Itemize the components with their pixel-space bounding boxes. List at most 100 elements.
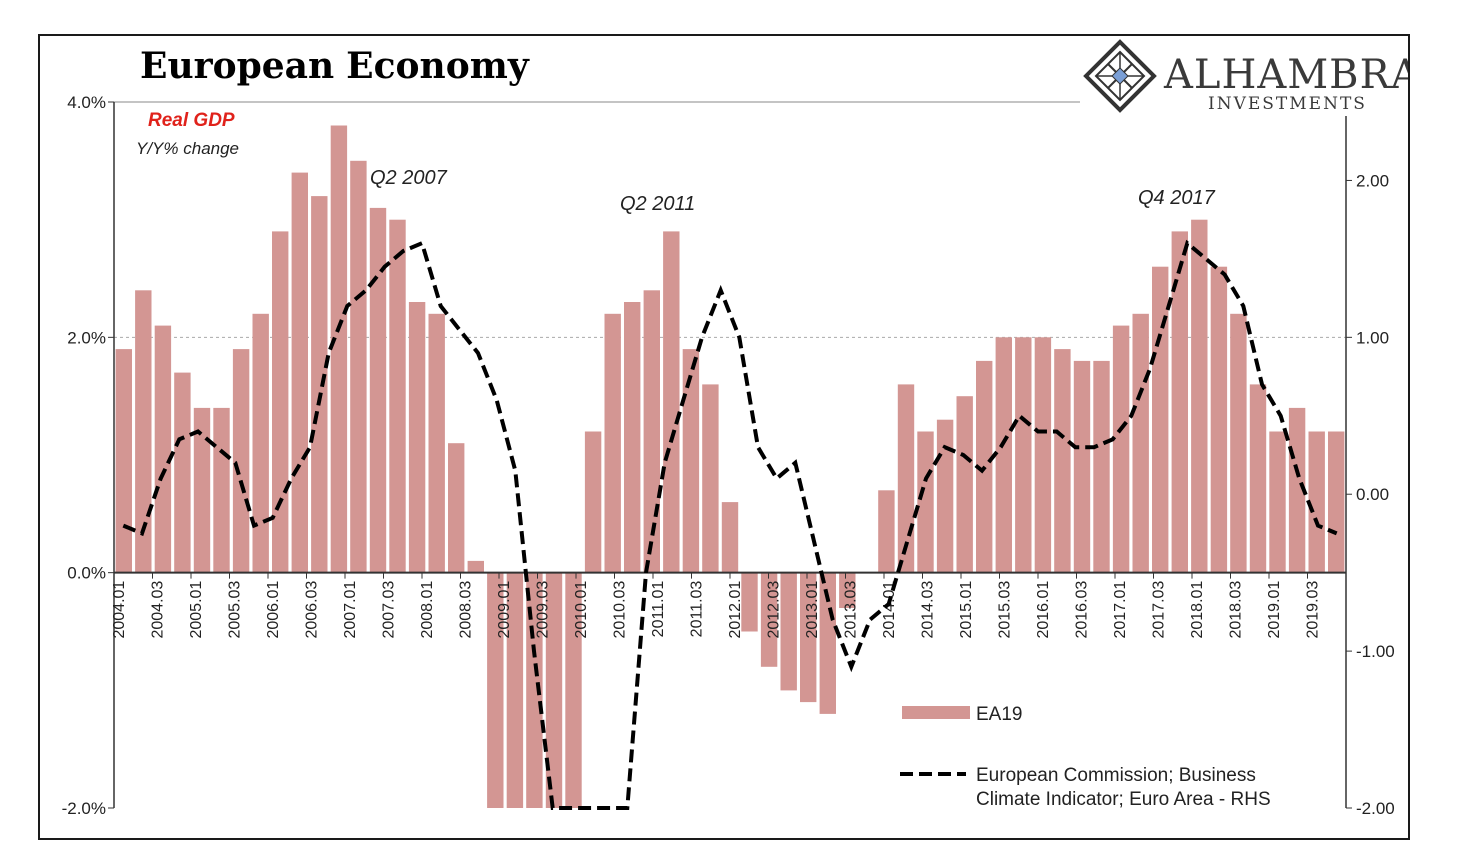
x-tick-label: 2014.03	[920, 581, 937, 639]
bar-ea19	[780, 572, 797, 691]
bar-ea19	[1191, 219, 1208, 573]
x-tick-label: 2008.03	[458, 581, 475, 639]
subtitle-line-1: Real GDP	[148, 110, 235, 131]
bar-ea19	[604, 313, 621, 573]
diamond-lattice-icon	[1083, 39, 1157, 113]
bar-ea19	[1269, 431, 1286, 573]
left-axis-ticks: -2.0% 0.0% 2.0% 4.0%	[62, 93, 114, 818]
chart-frame: European Economy ALHAMBRA INVESTMENTS Re…	[38, 34, 1410, 840]
x-tick-label: 2012.01	[727, 581, 744, 639]
bar-ea19	[1230, 313, 1247, 573]
x-tick-label: 2015.03	[997, 581, 1014, 639]
bar-ea19	[1132, 313, 1149, 573]
bar-ea19	[1152, 266, 1169, 573]
x-tick-label: 2010.03	[612, 581, 629, 639]
bar-ea19	[311, 196, 328, 573]
bar-ea19	[565, 572, 582, 808]
legend-bar-label: EA19	[976, 704, 1022, 725]
bar-ea19	[115, 349, 132, 573]
bar-ea19	[174, 372, 191, 573]
title-part-2: Economy	[346, 45, 530, 87]
x-tick-label: 2009.03	[535, 581, 552, 639]
bar-ea19	[487, 572, 504, 808]
bar-ea19	[760, 572, 778, 667]
bar-ea19	[584, 431, 602, 573]
bar-ea19	[193, 407, 211, 573]
x-tick-label: 2018.03	[1228, 581, 1245, 639]
left-tick-label: -2.0%	[62, 799, 106, 818]
left-tick-label: 4.0%	[67, 93, 106, 112]
x-tick-label: 2006.03	[304, 581, 321, 639]
left-tick-label: 2.0%	[67, 328, 106, 347]
x-tick-label: 2004.01	[111, 581, 128, 639]
bar-ea19	[350, 160, 367, 573]
x-tick-label: 2013.01	[804, 581, 821, 639]
left-tick-label: 0.0%	[67, 564, 106, 583]
logo: ALHAMBRA INVESTMENTS	[1083, 39, 1408, 114]
bar-ea19	[389, 219, 406, 573]
x-tick-label: 2008.01	[419, 581, 436, 639]
annotation-q2-2007: Q2 2007	[370, 167, 448, 189]
x-tick-label: 2017.03	[1151, 581, 1168, 639]
x-tick-label: 2011.03	[689, 581, 706, 638]
subtitle-line-2: Y/Y% change	[136, 139, 239, 158]
x-tick-label: 2004.03	[150, 581, 167, 639]
x-tick-label: 2005.03	[227, 581, 244, 639]
line-series-business-climate	[122, 239, 1338, 810]
x-tick-label: 2019.03	[1305, 581, 1322, 639]
x-tick-label: 2016.01	[1035, 581, 1052, 639]
x-tick-label: 2012.03	[766, 581, 783, 639]
chart-title: European Economy	[140, 45, 530, 87]
right-tick-label: 1.00	[1356, 328, 1389, 347]
bar-ea19	[1015, 337, 1032, 573]
bar-ea19	[467, 560, 484, 573]
bar-ea19	[1054, 349, 1071, 573]
x-tick-label: 2010.01	[573, 581, 590, 639]
bar-ea19	[408, 302, 426, 573]
right-axis-ticks: -2.00 -1.00 0.00 1.00 2.00	[1346, 171, 1395, 818]
logo-sub: INVESTMENTS	[1208, 94, 1367, 114]
bar-ea19	[878, 490, 895, 573]
right-tick-label: -2.00	[1356, 799, 1395, 818]
x-tick-label: 2015.01	[958, 581, 975, 639]
bar-ea19	[272, 231, 289, 573]
bar-ea19	[800, 572, 817, 703]
logo-name: ALHAMBRA	[1163, 52, 1408, 98]
x-tick-label: 2007.03	[381, 581, 398, 639]
x-tick-label: 2007.01	[342, 581, 359, 639]
legend-line-label-2: Climate Indicator; Euro Area - RHS	[976, 789, 1271, 810]
bar-ea19	[721, 502, 739, 573]
bar-ea19	[1328, 431, 1345, 573]
x-tick-label: 2018.01	[1189, 581, 1206, 639]
x-tick-label: 2009.01	[496, 581, 513, 639]
bar-ea19	[448, 443, 465, 573]
bar-ea19	[291, 172, 308, 573]
x-tick-label: 2011.01	[650, 581, 667, 638]
bar-ea19	[936, 419, 954, 573]
legend-bar-swatch	[902, 706, 970, 719]
bar-ea19	[741, 572, 758, 632]
x-tick-label: 2014.01	[881, 581, 898, 639]
bar-ea19	[1171, 231, 1188, 573]
annotation-q4-2017: Q4 2017	[1138, 187, 1216, 209]
bar-ea19	[369, 207, 387, 573]
legend-line-label-1: European Commission; Business	[976, 765, 1256, 786]
legend: EA19 European Commission; Business Clima…	[900, 704, 1271, 810]
x-tick-label: 2017.01	[1112, 581, 1129, 639]
bar-ea19	[1308, 431, 1325, 573]
right-tick-label: 0.00	[1356, 485, 1389, 504]
annotation-q2-2011: Q2 2011	[620, 193, 695, 215]
bar-ea19	[154, 325, 172, 573]
bar-ea19	[1210, 266, 1228, 573]
bar-ea19	[135, 290, 152, 573]
x-tick-label: 2013.03	[843, 581, 860, 639]
bar-ea19	[995, 337, 1012, 573]
bar-ea19	[545, 572, 563, 808]
title-part-1: European	[140, 45, 334, 87]
right-tick-label: 2.00	[1356, 171, 1389, 190]
bar-ea19	[1112, 325, 1130, 573]
bar-ea19	[917, 431, 934, 573]
bar-ea19	[1073, 360, 1091, 573]
x-tick-label: 2016.03	[1074, 581, 1091, 639]
x-tick-label: 2019.01	[1266, 581, 1283, 639]
